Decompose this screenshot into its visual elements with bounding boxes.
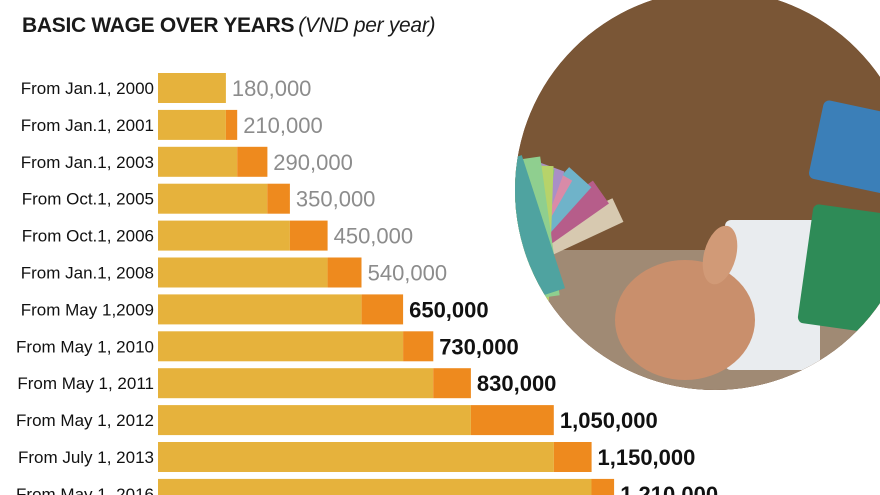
unit-text: (VND per year) (298, 14, 436, 37)
bar-base (158, 442, 554, 472)
bar-increase (403, 331, 434, 362)
bar-increase (327, 257, 362, 288)
value-label: 650,000 (409, 297, 489, 322)
category-label: From Jan.1, 2000 (21, 79, 154, 98)
bar-base (158, 257, 328, 288)
bar-base (158, 183, 268, 214)
bar-base (158, 331, 404, 362)
bar-base (158, 478, 592, 495)
category-label: From Oct.1, 2005 (22, 190, 154, 209)
value-label: 180,000 (232, 76, 312, 101)
bar-increase (553, 442, 592, 472)
bar-base (158, 109, 226, 140)
value-label: 1,150,000 (598, 445, 696, 470)
value-label: 730,000 (439, 334, 519, 359)
bar-base (158, 220, 290, 251)
bar-base (158, 294, 362, 325)
category-label: From May 1,2009 (21, 300, 154, 319)
bar-increase (591, 478, 615, 495)
bar-increase (361, 294, 404, 325)
bar-increase (470, 405, 554, 436)
value-label: 210,000 (243, 113, 323, 138)
bar-base (158, 73, 226, 103)
category-label: From Oct.1, 2006 (22, 227, 154, 246)
bar-increase (225, 109, 238, 140)
value-label: 540,000 (368, 261, 448, 286)
bar-increase (237, 146, 268, 177)
bar-increase (289, 220, 328, 251)
category-label: From May 1, 2011 (17, 374, 154, 393)
bar-base (158, 405, 471, 436)
bar-base (158, 368, 434, 399)
bar-increase (433, 368, 471, 399)
category-label: From May 1, 2016 (16, 485, 154, 495)
category-label: From July 1, 2013 (18, 448, 154, 467)
money-photo (515, 0, 880, 390)
bar-base (158, 146, 238, 177)
category-label: From Jan.1, 2003 (21, 153, 154, 172)
category-label: From Jan.1, 2008 (21, 264, 154, 283)
category-label: From Jan.1, 2001 (21, 116, 154, 135)
value-label: 1,050,000 (560, 408, 658, 433)
category-label: From May 1, 2012 (16, 411, 154, 430)
title-text: BASIC WAGE OVER YEARS (22, 14, 295, 37)
value-label: 450,000 (334, 224, 414, 249)
chart-title: BASIC WAGE OVER YEARS (VND per year) (22, 14, 436, 38)
category-label: From May 1, 2010 (16, 337, 154, 356)
value-label: 290,000 (273, 150, 353, 175)
value-label: 350,000 (296, 187, 376, 212)
bar-increase (267, 183, 290, 214)
value-label: 1,210,000 (620, 482, 718, 495)
value-label: 830,000 (477, 371, 557, 396)
